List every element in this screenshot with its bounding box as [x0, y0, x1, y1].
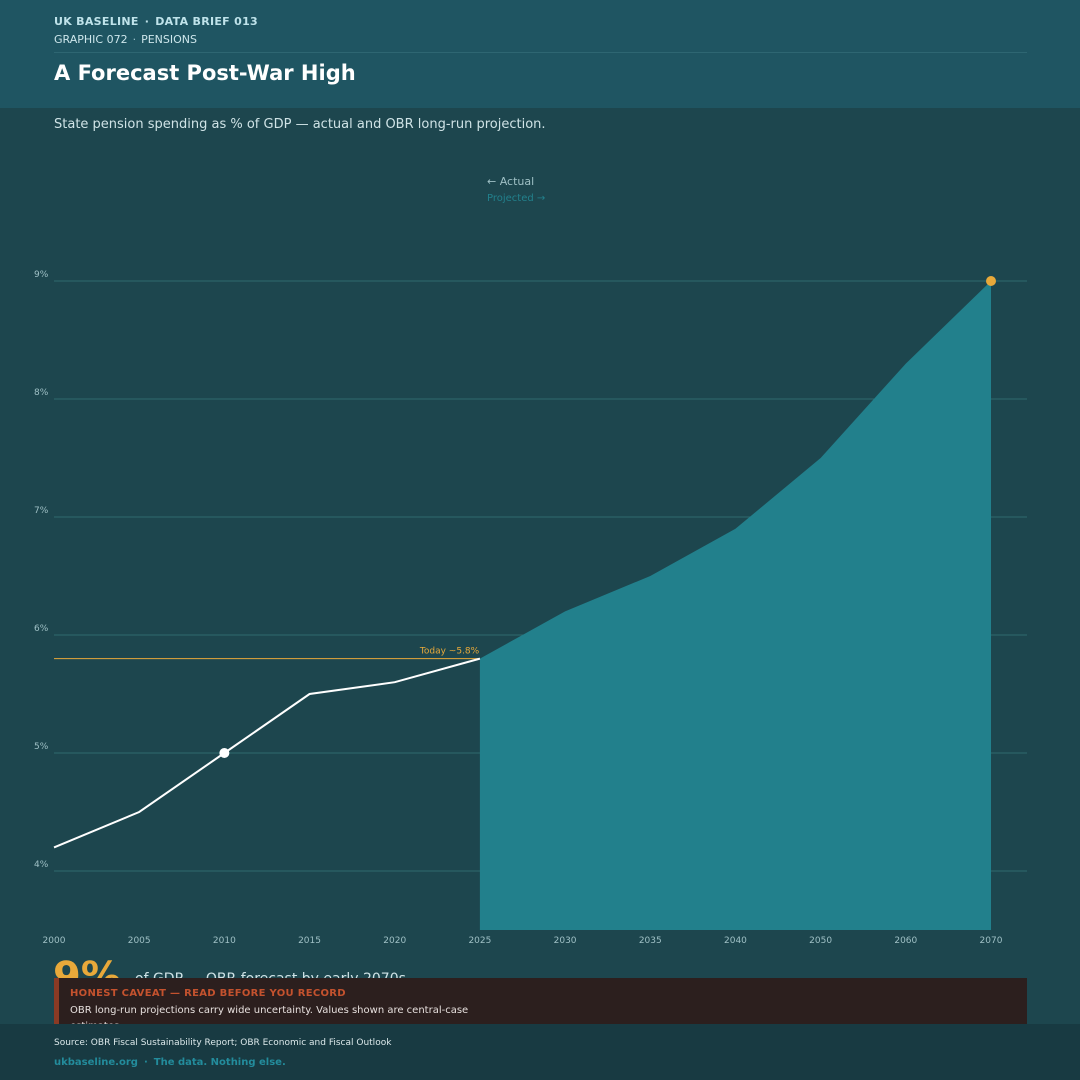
footer-separator: · [143, 1057, 148, 1068]
site-tagline: The data. Nothing else. [153, 1057, 286, 1068]
x-tick-label: 2035 [639, 936, 662, 946]
highlight-point [986, 276, 996, 286]
brand-name: UK BASELINE [54, 15, 139, 28]
y-tick-label: 4% [34, 860, 49, 870]
x-tick-label: 2025 [468, 936, 491, 946]
x-tick-label: 2030 [554, 936, 577, 946]
y-tick-label: 6% [34, 624, 49, 634]
y-tick-label: 7% [34, 506, 49, 516]
reference-label: Today ~5.8% [419, 647, 480, 657]
x-tick-label: 2010 [213, 936, 236, 946]
x-tick-label: 2040 [724, 936, 747, 946]
brand-kicker: UK BASELINE · DATA BRIEF 013 [54, 15, 258, 28]
brief-label: DATA BRIEF 013 [155, 15, 258, 28]
x-tick-label: 2020 [383, 936, 406, 946]
actual-line [53, 657, 481, 849]
site-link[interactable]: ukbaseline.org [54, 1057, 138, 1068]
highlight-point [219, 748, 230, 758]
legend-projected: Projected → [487, 193, 545, 204]
caveat-box: HONEST CAVEAT — READ BEFORE YOU RECORD O… [54, 978, 1027, 1028]
x-tick-label: 2015 [298, 936, 321, 946]
caveat-title: HONEST CAVEAT — READ BEFORE YOU RECORD [70, 988, 346, 999]
graphic-number: GRAPHIC 072 [54, 33, 128, 46]
footer: Source: OBR Fiscal Sustainability Report… [0, 1024, 1080, 1080]
x-tick-label: 2005 [128, 936, 151, 946]
y-tick-label: 5% [34, 742, 49, 752]
pension-chart: 4% 5% 6% 7% 8% 9% Today ~5.8% 2000 2005 2010 2015 2… [34, 175, 1027, 946]
x-tick-label: 2050 [809, 936, 832, 946]
source-note: Source: OBR Fiscal Sustainability Report… [54, 1038, 392, 1048]
legend-actual: ← Actual [487, 175, 534, 188]
y-tick-label: 8% [34, 388, 49, 398]
page-subtitle: State pension spending as % of GDP — act… [54, 117, 546, 132]
graphic-kicker: GRAPHIC 072 · PENSIONS [54, 33, 197, 46]
x-tick-label: 2060 [894, 936, 917, 946]
x-tick-label: 2000 [43, 936, 66, 946]
y-tick-label: 9% [34, 270, 49, 280]
header-divider [54, 52, 1027, 53]
subkicker-separator: · [132, 33, 137, 46]
projected-area [479, 281, 991, 930]
section-label: PENSIONS [141, 33, 197, 46]
x-tick-label: 2070 [980, 936, 1003, 946]
kicker-separator: · [144, 15, 150, 28]
header-band: UK BASELINE · DATA BRIEF 013 GRAPHIC 072 · P… [0, 0, 1080, 108]
page-title: A Forecast Post-War High [54, 61, 356, 85]
site-footer: ukbaseline.org · The data. Nothing else. [54, 1057, 286, 1068]
